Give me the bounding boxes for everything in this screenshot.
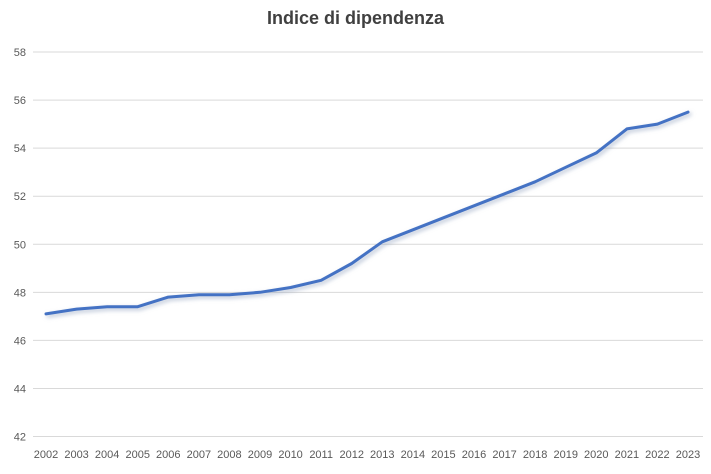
y-axis-tick-label: 52 bbox=[14, 191, 26, 203]
y-axis-tick-label: 46 bbox=[14, 335, 26, 347]
y-axis-tick-label: 44 bbox=[14, 383, 26, 395]
x-axis-tick-label: 2012 bbox=[339, 449, 363, 461]
x-axis-tick-label: 2011 bbox=[309, 449, 333, 461]
y-axis-tick-label: 56 bbox=[14, 95, 26, 107]
x-axis-tick-label: 2005 bbox=[125, 449, 149, 461]
x-axis-tick-label: 2022 bbox=[645, 449, 669, 461]
x-axis-tick-label: 2007 bbox=[187, 449, 211, 461]
chart-title: Indice di dipendenza bbox=[266, 8, 445, 28]
x-axis-tick-label: 2014 bbox=[401, 449, 425, 461]
x-axis-tick-label: 2016 bbox=[462, 449, 486, 461]
x-axis-tick-label: 2019 bbox=[553, 449, 577, 461]
x-axis-tick-label: 2021 bbox=[615, 449, 639, 461]
dependency-index-line bbox=[44, 110, 690, 316]
x-axis-tick-label: 2008 bbox=[217, 449, 241, 461]
x-axis-tick-label: 2017 bbox=[492, 449, 516, 461]
x-axis-tick-label: 2009 bbox=[248, 449, 272, 461]
y-axis-tick-label: 54 bbox=[14, 143, 26, 155]
x-axis-tick-label: 2015 bbox=[431, 449, 455, 461]
x-axis-tick-label: 2020 bbox=[584, 449, 608, 461]
x-axis-tick-label: 2010 bbox=[278, 449, 302, 461]
x-axis-tick-label: 2013 bbox=[370, 449, 394, 461]
y-axis-tick-label: 42 bbox=[14, 432, 26, 444]
x-axis-tick-label: 2023 bbox=[676, 449, 700, 461]
x-axis-tick-label: 2006 bbox=[156, 449, 180, 461]
x-axis-tick-label: 2018 bbox=[523, 449, 547, 461]
y-axis-tick-label: 58 bbox=[14, 47, 26, 59]
y-axis-tick-label: 48 bbox=[14, 287, 26, 299]
x-axis-tick-label: 2002 bbox=[34, 449, 58, 461]
x-axis-tick-label: 2004 bbox=[95, 449, 119, 461]
x-axis-tick-label: 2003 bbox=[64, 449, 88, 461]
y-axis-tick-label: 50 bbox=[14, 239, 26, 251]
